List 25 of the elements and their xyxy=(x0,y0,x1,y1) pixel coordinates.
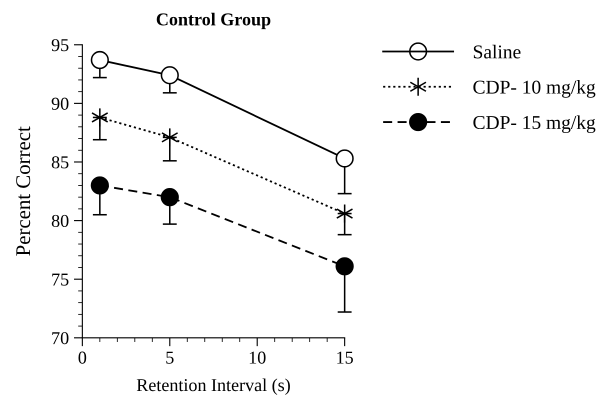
point xyxy=(90,50,109,70)
legend-label: CDP- 10 mg/kg xyxy=(473,80,596,98)
point xyxy=(91,108,108,128)
x-axis-title: Retention Interval (s) xyxy=(136,378,290,395)
point xyxy=(161,128,178,148)
point xyxy=(336,149,354,168)
x-tick-label: 10 xyxy=(250,352,266,364)
point xyxy=(336,204,354,224)
y-tick-label: 70 xyxy=(52,332,68,344)
y-tick-label: 80 xyxy=(52,214,68,228)
legend-label: CDP- 15 mg/kg xyxy=(473,115,596,134)
y-tick-label: 95 xyxy=(52,39,68,52)
point xyxy=(160,66,179,84)
point xyxy=(336,257,354,276)
x-tick-label: 5 xyxy=(166,352,174,364)
x-tick-label: 0 xyxy=(78,352,86,364)
y-tick-label: 85 xyxy=(52,156,68,168)
x-tick-label: 15 xyxy=(337,352,353,364)
y-tick-label: 75 xyxy=(52,274,68,286)
y-tick-label: 90 xyxy=(52,98,68,110)
point xyxy=(160,188,179,206)
y-axis-title: Percent Correct xyxy=(16,126,30,256)
chart-title: Control Group xyxy=(156,12,270,30)
point xyxy=(90,176,109,195)
legend-label: Saline xyxy=(474,44,521,58)
